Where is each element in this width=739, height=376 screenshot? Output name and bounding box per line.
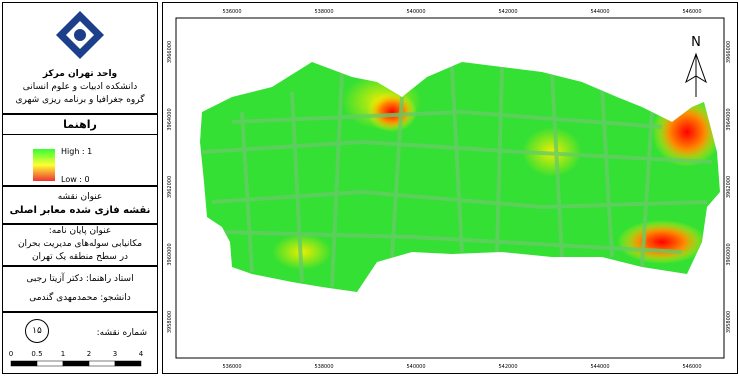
y-coordinate: 3960000 bbox=[726, 243, 732, 265]
legend-low: Low : 0 bbox=[61, 173, 90, 186]
scale-label: 0 bbox=[9, 350, 13, 358]
scale-bar: 0 0.5 1 2 3 4 bbox=[5, 349, 155, 373]
scale-label: 3 bbox=[113, 350, 117, 358]
thesis-box: عنوان پایان نامه: مکانیابی سوله‌های مدیر… bbox=[2, 224, 158, 266]
y-coordinate: 3962000 bbox=[726, 176, 732, 198]
x-coordinate: 546000 bbox=[682, 9, 701, 15]
x-coordinate: 538000 bbox=[314, 9, 333, 15]
student: دانشجو: محمدمهدی گندمی bbox=[3, 292, 157, 305]
map-number-label: شماره نقشه: bbox=[97, 327, 147, 340]
page: واحد تهران مرکز دانشکده ادبیات و علوم ان… bbox=[0, 0, 739, 376]
y-coordinate: 3960000 bbox=[167, 243, 173, 265]
legend-high: High : 1 bbox=[61, 145, 92, 158]
north-label: N bbox=[691, 35, 701, 50]
people-box: استاد راهنما: دکتر آزیتا رجبی دانشجو: مح… bbox=[2, 266, 158, 312]
legend-title: راهنما bbox=[3, 115, 157, 135]
logo bbox=[50, 7, 110, 63]
map-number: ۱۵ bbox=[25, 319, 49, 343]
thesis-line: در سطح منطقه‌ یک تهران bbox=[3, 251, 157, 264]
scale-label: 1 bbox=[61, 350, 65, 358]
x-coordinate: 546000 bbox=[682, 364, 701, 370]
header-line: گروه جغرافیا و برنامه ریزی شهری bbox=[3, 94, 157, 107]
scale-segment bbox=[37, 361, 63, 366]
legend-ramp bbox=[33, 149, 55, 181]
y-coordinate: 3966000 bbox=[726, 41, 732, 63]
map-title-label: عنوان نقشه bbox=[3, 191, 157, 204]
scale-segment bbox=[63, 361, 89, 366]
y-coordinate: 3964000 bbox=[726, 108, 732, 130]
y-coordinate: 3958000 bbox=[726, 311, 732, 333]
y-coordinate: 3966000 bbox=[167, 41, 173, 63]
scale-segment bbox=[115, 361, 141, 366]
advisor: استاد راهنما: دکتر آزیتا رجبی bbox=[3, 273, 157, 286]
scale-segment bbox=[89, 361, 115, 366]
header-box: واحد تهران مرکز دانشکده ادبیات و علوم ان… bbox=[2, 2, 158, 114]
scale-segment bbox=[11, 361, 37, 366]
title-box: عنوان نقشه نقشه فازی شده معابر اصلی bbox=[2, 186, 158, 224]
legend-box: راهنما High : 1 Low : 0 bbox=[2, 114, 158, 186]
x-coordinate: 544000 bbox=[590, 364, 609, 370]
x-coordinate: 544000 bbox=[590, 9, 609, 15]
scale-label: 2 bbox=[87, 350, 91, 358]
map: N 536000 536000 538000 538000 540000 540000 54… bbox=[162, 2, 738, 374]
x-coordinate: 540000 bbox=[406, 9, 425, 15]
thesis-line: مکانیابی سوله‌های مدیریت بحران bbox=[3, 238, 157, 251]
x-coordinate: 536000 bbox=[222, 9, 241, 15]
x-coordinate: 536000 bbox=[222, 364, 241, 370]
number-box: شماره نقشه: ۱۵ 0 0.5 1 2 3 4 bbox=[2, 312, 158, 374]
y-coordinate: 3958000 bbox=[167, 311, 173, 333]
map-title: نقشه فازی شده معابر اصلی bbox=[3, 204, 157, 217]
thesis-label: عنوان پایان نامه: bbox=[3, 225, 157, 238]
header-line: واحد تهران مرکز bbox=[3, 68, 157, 81]
y-coordinate: 3962000 bbox=[167, 176, 173, 198]
scale-label: 4 bbox=[139, 350, 144, 358]
x-coordinate: 540000 bbox=[406, 364, 425, 370]
x-coordinate: 538000 bbox=[314, 364, 333, 370]
scale-label: 0.5 bbox=[31, 350, 42, 358]
y-coordinate: 3964000 bbox=[167, 108, 173, 130]
header-line: دانشکده ادبیات و علوم انسانی bbox=[3, 81, 157, 94]
x-coordinate: 542000 bbox=[498, 364, 517, 370]
x-coordinate: 542000 bbox=[498, 9, 517, 15]
